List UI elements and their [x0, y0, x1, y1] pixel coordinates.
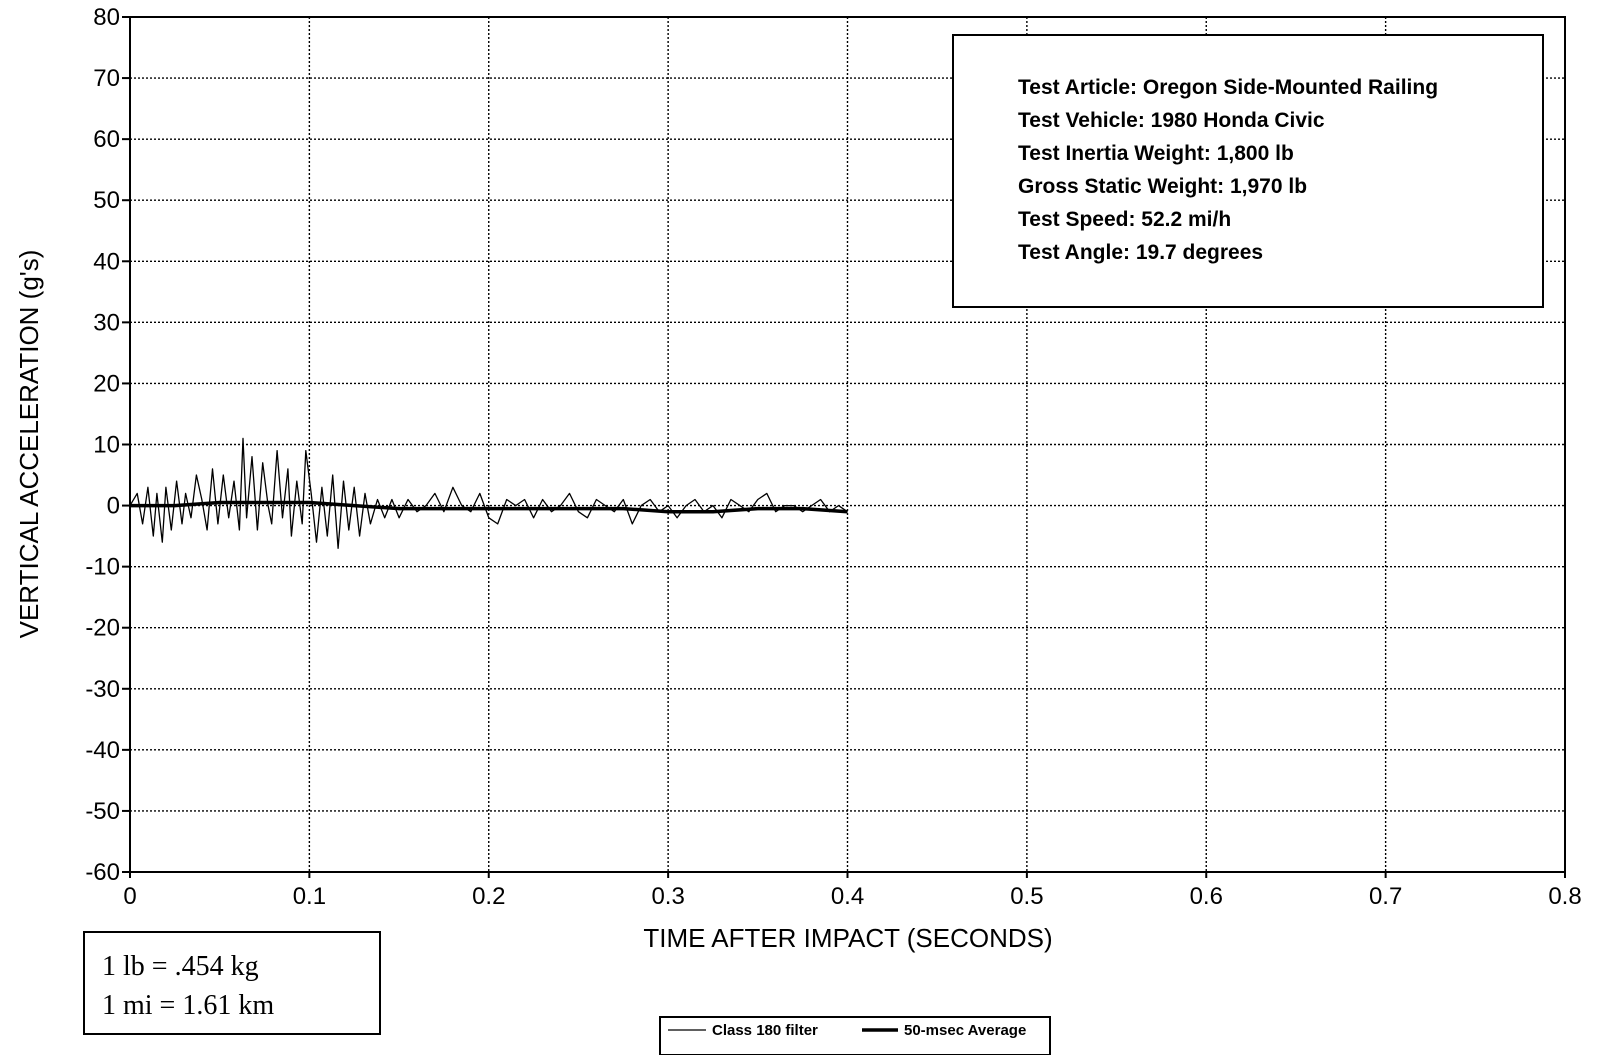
test-info-box: Test Article: Oregon Side-Mounted Railin…	[952, 34, 1544, 308]
tick-label-y-13: -50	[85, 798, 120, 825]
test-vehicle-text: Test Vehicle: 1980 Honda Civic	[1018, 109, 1325, 132]
tick-label-x-0: 0	[123, 883, 136, 910]
legend-label-50-msec-average: 50-msec Average	[904, 1022, 1026, 1039]
y-axis-ticks: 80 70 60 50 40 30 20 10 0 -10 -20 -30 -40 -50 -60	[85, 4, 130, 886]
tick-label-y-4: 40	[93, 248, 120, 275]
series-line-50-msec-average	[130, 500, 848, 514]
tick-label-x-5: 0.5	[1010, 883, 1043, 910]
unit-conversion-frame	[83, 931, 381, 1035]
tick-label-x-6: 0.6	[1190, 883, 1223, 910]
test-article-text: Test Article: Oregon Side-Mounted Railin…	[1018, 76, 1438, 99]
tick-label-x-1: 0.1	[293, 883, 326, 910]
tick-label-x-2: 0.2	[472, 883, 505, 910]
gross-static-weight-text: Gross Static Weight: 1,970 lb	[1018, 175, 1307, 198]
legend-label-class-180-filter: Class 180 filter	[712, 1022, 818, 1039]
tick-label-y-7: 10	[93, 432, 120, 459]
test-info-frame	[952, 34, 1544, 308]
tick-label-y-0: 80	[93, 4, 120, 31]
tick-label-y-11: -30	[85, 676, 120, 703]
legend: Class 180 filter 50-msec Average	[659, 1016, 1051, 1055]
test-inertia-weight-text: Test Inertia Weight: 1,800 lb	[1018, 142, 1294, 165]
x-axis-title: TIME AFTER IMPACT (SECONDS)	[643, 923, 1052, 953]
tick-label-y-5: 30	[93, 309, 120, 336]
tick-label-x-3: 0.3	[651, 883, 684, 910]
tick-label-y-1: 70	[93, 65, 120, 92]
test-speed-text: Test Speed: 52.2 mi/h	[1018, 208, 1231, 231]
tick-label-y-2: 60	[93, 126, 120, 153]
x-axis-ticks: 0 0.1 0.2 0.3 0.4 0.5 0.6 0.7 0.8	[123, 872, 1582, 910]
conversion-lb-text: 1 lb = .454 kg	[102, 951, 259, 982]
tick-label-y-14: -60	[85, 859, 120, 886]
tick-label-y-10: -20	[85, 615, 120, 642]
tick-label-y-8: 0	[107, 493, 120, 520]
y-axis-title: VERTICAL ACCELERATION (g's)	[14, 250, 44, 639]
tick-label-x-7: 0.7	[1369, 883, 1402, 910]
series-group	[129, 437, 848, 549]
legend-frame	[659, 1016, 1051, 1055]
conversion-mi-text: 1 mi = 1.61 km	[102, 990, 274, 1021]
test-angle-text: Test Angle: 19.7 degrees	[1018, 241, 1263, 264]
grid-lines	[130, 17, 1565, 872]
tick-label-x-8: 0.8	[1548, 883, 1581, 910]
tick-label-x-4: 0.4	[831, 883, 864, 910]
tick-label-y-9: -10	[85, 554, 120, 581]
tick-label-y-6: 20	[93, 370, 120, 397]
tick-label-y-3: 50	[93, 187, 120, 214]
unit-conversion-box: 1 lb = .454 kg 1 mi = 1.61 km	[83, 931, 381, 1035]
tick-label-y-12: -40	[85, 737, 120, 764]
